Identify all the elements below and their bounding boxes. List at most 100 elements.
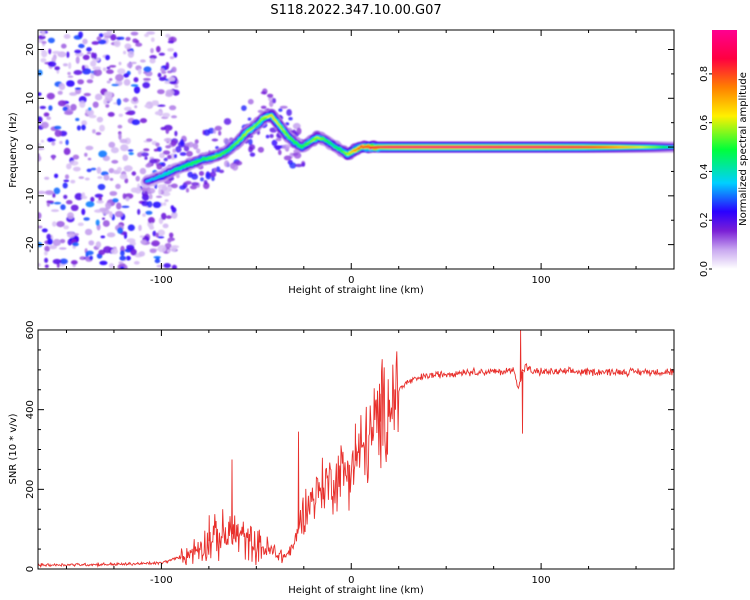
noise-cell <box>120 250 125 257</box>
haze-cell <box>161 162 166 167</box>
noise-cell <box>38 92 42 96</box>
noise-cell <box>107 200 113 204</box>
noise-cell <box>40 58 47 63</box>
noise-cell <box>109 65 117 68</box>
noise-cell <box>126 62 133 68</box>
noise-cell <box>103 174 110 181</box>
noise-cell <box>135 42 143 47</box>
noise-cell <box>72 154 80 160</box>
noise-cell <box>52 258 62 265</box>
noise-cell <box>167 70 173 74</box>
noise-cell <box>59 239 66 244</box>
ridge-segment <box>358 146 362 151</box>
noise-cell <box>109 78 113 81</box>
noise-cell <box>44 250 48 256</box>
noise-cell <box>78 176 85 180</box>
noise-cell <box>167 76 176 82</box>
noise-cell <box>69 160 79 166</box>
colorbar-tick-label: 0.2 <box>699 212 710 228</box>
y-tick-label: 0 <box>25 566 36 572</box>
ridge-segment <box>286 133 290 138</box>
noise-cell <box>165 89 175 96</box>
noise-cell <box>38 212 42 220</box>
noise-cell <box>123 79 131 86</box>
noise-cell <box>82 54 90 60</box>
ridge-segment <box>255 122 259 126</box>
noise-cell <box>107 112 115 117</box>
ridge-segment <box>339 148 343 152</box>
noise-cell <box>110 34 117 41</box>
noise-cell <box>167 40 174 44</box>
colorbar-label: Normalized spectral amplitude <box>738 72 749 226</box>
x-tick-label: 100 <box>532 575 551 586</box>
haze-cell <box>139 167 147 175</box>
noise-cell <box>81 65 86 71</box>
noise-cell <box>91 41 100 45</box>
noise-cell <box>127 224 135 231</box>
noise-cell <box>170 245 177 252</box>
noise-cell <box>108 141 116 148</box>
haze-cell <box>301 162 305 167</box>
noise-cell <box>64 174 70 180</box>
noise-cell <box>51 154 56 161</box>
noise-cell <box>52 221 57 227</box>
noise-cell <box>110 248 119 255</box>
noise-cell <box>88 107 92 111</box>
haze-cell <box>175 146 182 153</box>
haze-cell <box>185 180 192 185</box>
ridge-segment <box>244 131 248 136</box>
noise-cell <box>46 200 54 204</box>
noise-cell <box>41 121 49 129</box>
noise-cell <box>162 223 169 229</box>
haze-cell <box>223 137 229 144</box>
noise-cell <box>53 125 62 130</box>
noise-cell <box>63 63 68 67</box>
noise-cell <box>116 202 122 210</box>
noise-cell <box>48 105 53 111</box>
y-tick-label: -10 <box>25 188 36 204</box>
x-tick-label: 0 <box>348 575 354 586</box>
noise-cell <box>66 80 75 87</box>
spectrogram-frame <box>37 29 675 270</box>
noise-cell <box>39 105 46 110</box>
noise-cell <box>67 212 74 220</box>
noise-cell <box>85 201 95 208</box>
noise-cell <box>75 117 80 122</box>
haze-cell <box>143 191 149 198</box>
noise-cell <box>46 233 52 240</box>
noise-cell <box>70 103 77 111</box>
noise-cell <box>105 202 112 210</box>
noise-cell <box>163 202 167 206</box>
noise-cell <box>116 98 122 106</box>
haze-cell <box>271 139 278 146</box>
haze-cell <box>275 137 282 142</box>
noise-cell <box>133 261 140 265</box>
noise-cell <box>109 191 118 196</box>
haze-cell <box>214 125 222 131</box>
noise-cell <box>140 118 147 124</box>
noise-cell <box>160 68 165 72</box>
noise-cell <box>137 183 141 191</box>
spectrogram-xlabel: Height of straight line (km) <box>288 285 424 296</box>
noise-cell <box>119 138 128 144</box>
noise-cell <box>144 156 148 160</box>
noise-cell <box>167 238 172 243</box>
y-tick-label: 20 <box>25 43 36 56</box>
noise-cell <box>137 68 142 75</box>
y-tick-label: 200 <box>25 480 36 499</box>
noise-cell <box>56 221 65 228</box>
ridge-segment <box>272 118 276 121</box>
noise-cell <box>63 194 68 199</box>
noise-cell <box>74 49 82 54</box>
noise-cell <box>115 183 121 190</box>
noise-cell <box>117 227 123 234</box>
noise-cell <box>139 235 145 238</box>
haze-cell <box>141 200 149 207</box>
snr-axes: -100 0 100 0 200 400 600 <box>25 320 674 586</box>
ridge-segment <box>356 147 360 150</box>
noise-cell <box>118 61 122 66</box>
noise-cell <box>120 144 129 152</box>
noise-cell <box>134 105 138 109</box>
haze-cell <box>186 150 193 157</box>
haze-cell <box>248 138 253 146</box>
